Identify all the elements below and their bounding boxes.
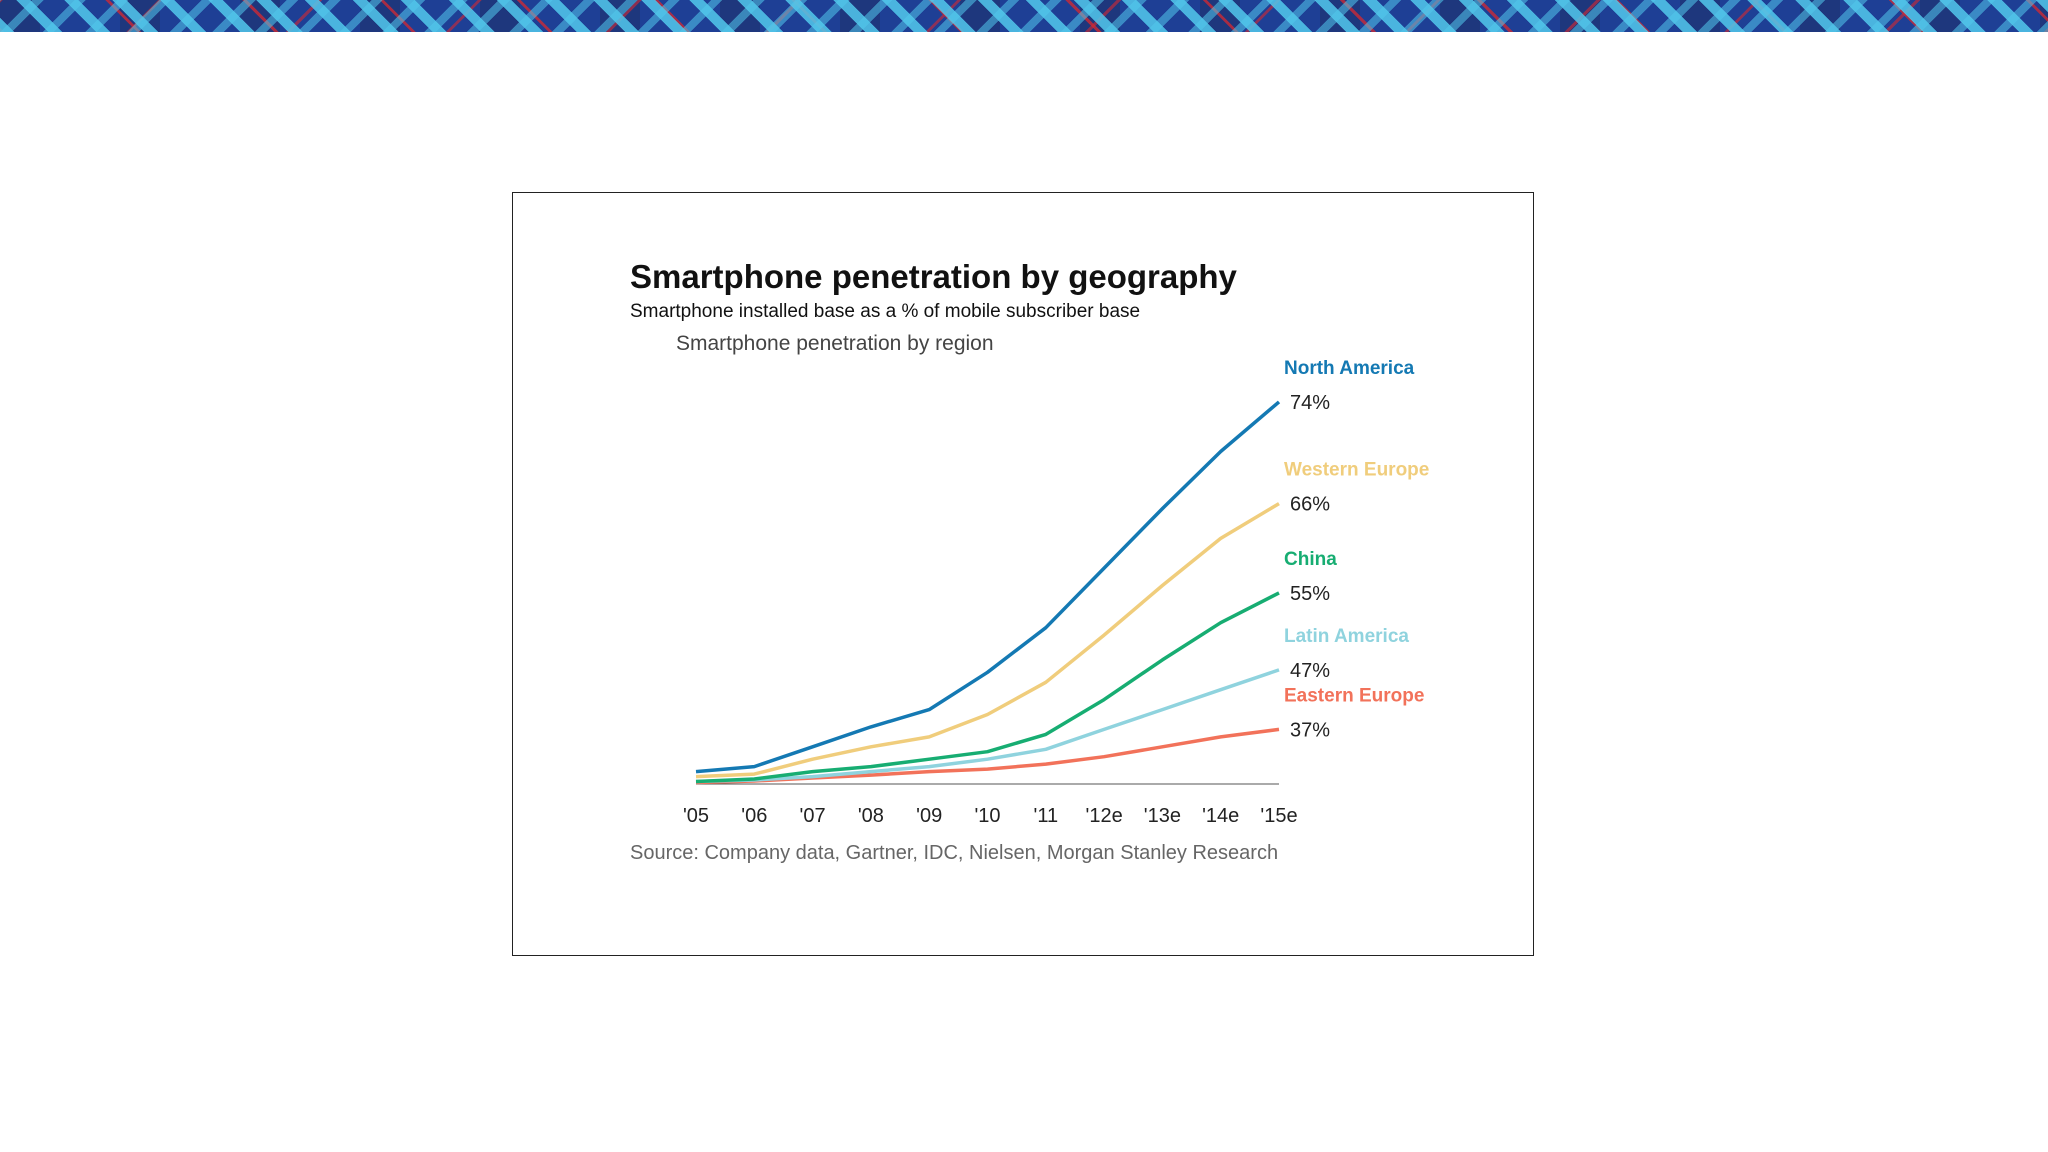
series-name-china: China: [1284, 549, 1337, 570]
line-chart: Smartphone penetration by geography Smar…: [630, 258, 1429, 864]
series-line-north-america: [695, 400, 1281, 774]
series-end-value-eastern-europe: 37%: [1290, 719, 1330, 741]
series-end-value-north-america: 74%: [1290, 392, 1330, 414]
series-layer: [695, 400, 1281, 785]
series-end-value-china: 55%: [1290, 583, 1330, 605]
series-end-value-latin-america: 47%: [1290, 660, 1330, 682]
series-name-eastern-europe: Eastern Europe: [1284, 685, 1424, 706]
x-tick-label: '09: [916, 805, 942, 827]
x-tick-label: '14e: [1202, 805, 1239, 827]
series-name-north-america: North America: [1284, 358, 1415, 379]
x-tick-label: '07: [800, 805, 826, 827]
series-line-western-europe: [695, 502, 1280, 779]
x-tick-label: '05: [683, 805, 709, 827]
series-name-western-europe: Western Europe: [1284, 460, 1429, 481]
series-name-latin-america: Latin America: [1284, 626, 1409, 647]
chart-inner-title: Smartphone penetration by region: [676, 332, 994, 355]
series-end-value-western-europe: 66%: [1290, 494, 1330, 516]
chart-title: Smartphone penetration by geography: [630, 258, 1238, 295]
x-tick-label: '12e: [1086, 805, 1123, 827]
x-tick-label: '15e: [1260, 805, 1297, 827]
x-tick-label: '06: [741, 805, 767, 827]
chart-subtitle: Smartphone installed base as a % of mobi…: [630, 301, 1140, 322]
x-tick-label: '08: [858, 805, 884, 827]
x-tick-label: '13e: [1144, 805, 1181, 827]
x-tick-label: '11: [1034, 805, 1059, 827]
decorative-pattern-band: [0, 0, 2048, 32]
series-labels: North America 74% Western Europe 66% China 55…: [1284, 358, 1429, 742]
series-line-china: [695, 591, 1280, 784]
chart-frame: Smartphone penetration by geography Smar…: [512, 192, 1534, 956]
chart-source-note: Source: Company data, Gartner, IDC, Niel…: [630, 842, 1278, 864]
x-tick-labels: '05 '06 '07 '08 '09 '10 '11 '12e '13e '14e '15e: [683, 805, 1298, 827]
x-tick-label: '10: [974, 805, 1000, 827]
series-line-latin-america: [695, 668, 1280, 784]
